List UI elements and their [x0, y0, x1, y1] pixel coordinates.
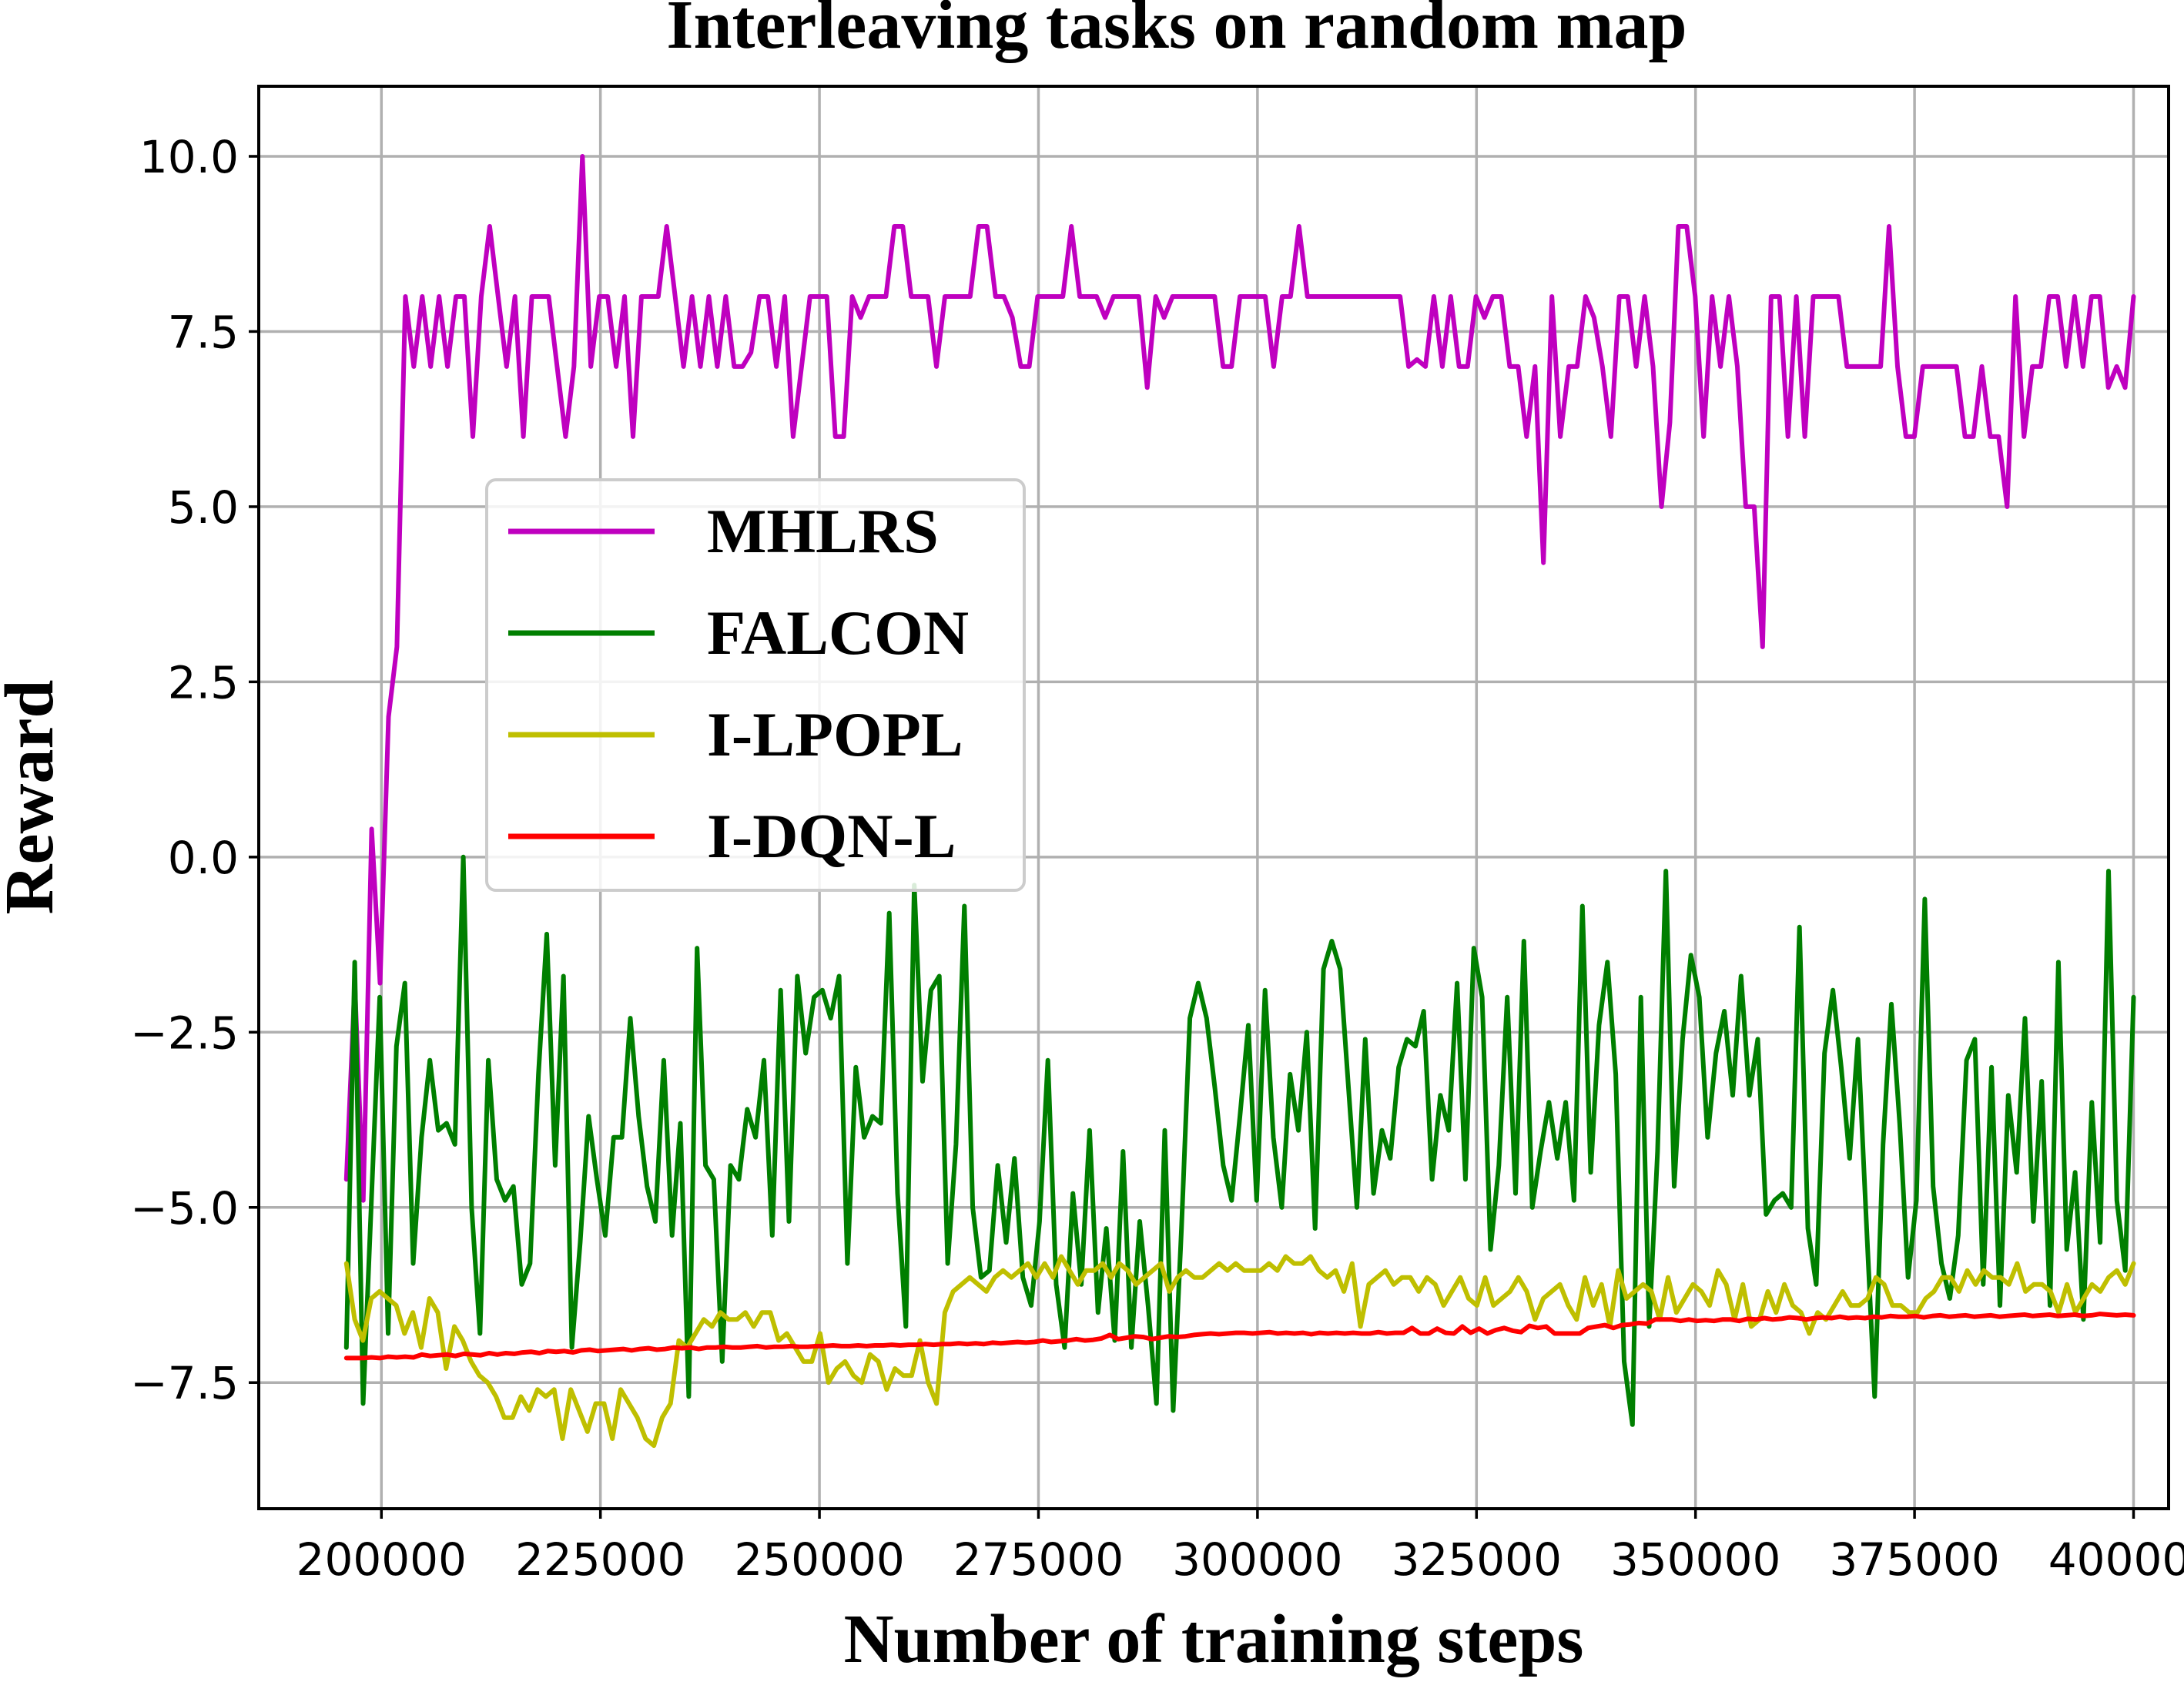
y-tick-label: −2.5: [130, 1007, 239, 1059]
y-tick-label: −5.0: [130, 1182, 239, 1235]
y-tick-label: 5.0: [168, 481, 239, 534]
series-line-mhlrs: [343, 154, 2136, 1203]
y-tick-label: −7.5: [130, 1357, 239, 1409]
legend-label: I-LPOPL: [707, 699, 963, 769]
x-axis-ticks: 200000 225000 250000 275000 300000 325000 3500…: [296, 1509, 2184, 1586]
x-axis-label: Number of training steps: [844, 1601, 1584, 1677]
legend-label: FALCON: [707, 598, 969, 668]
x-tick-label: 275000: [953, 1533, 1124, 1586]
x-tick-label: 375000: [1829, 1533, 1999, 1586]
y-axis-label: Reward: [0, 680, 68, 915]
legend-box: [485, 478, 1026, 892]
series-line-falcon: [343, 854, 2136, 1427]
x-tick-label: 350000: [1610, 1533, 1780, 1586]
y-tick-label: 0.0: [168, 832, 239, 884]
y-axis-ticks: 10.0 7.5 5.0 2.5 0.0 −2.5 −5.0 −7.5: [130, 131, 259, 1409]
plot-frame: [257, 85, 2170, 1510]
y-tick-label: 7.5: [168, 306, 239, 358]
y-tick-label: 10.0: [139, 131, 239, 183]
series-lines: [343, 154, 2136, 1449]
x-tick-label: 250000: [734, 1533, 904, 1586]
series-line-i-lpopl: [343, 1254, 2136, 1449]
x-tick-label: 225000: [515, 1533, 685, 1586]
x-tick-label: 200000: [296, 1533, 467, 1586]
series-line-i-dqn-l: [343, 1312, 2136, 1361]
legend-label: I-DQN-L: [707, 801, 956, 871]
x-tick-label: 400000: [2048, 1533, 2184, 1586]
x-tick-label: 325000: [1392, 1533, 1562, 1586]
chart-title: Interleaving tasks on random map: [666, 0, 1687, 63]
y-tick-label: 2.5: [168, 656, 239, 709]
x-tick-label: 300000: [1172, 1533, 1342, 1586]
legend: MHLRS FALCON I-LPOPL I-DQN-L: [485, 478, 1026, 892]
legend-label: MHLRS: [707, 496, 939, 566]
